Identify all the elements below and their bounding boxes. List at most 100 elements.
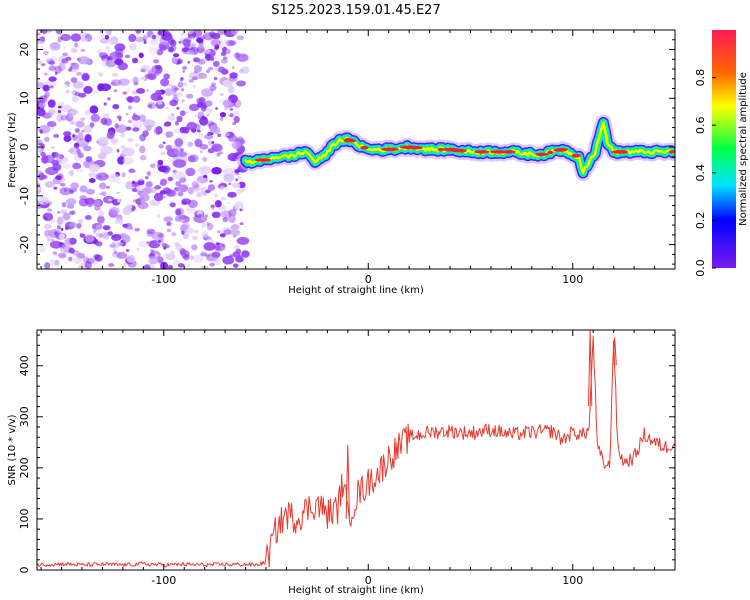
noise-speckle <box>83 145 92 152</box>
noise-speckle <box>74 42 79 48</box>
noise-speckle <box>178 40 182 44</box>
noise-speckle <box>112 247 117 252</box>
noise-speckle <box>80 143 85 148</box>
noise-speckle <box>78 198 89 207</box>
noise-speckle <box>81 129 85 133</box>
noise-speckle <box>161 243 168 248</box>
noise-speckle <box>172 53 180 58</box>
noise-speckle <box>157 239 161 244</box>
colorbar-tick-label: 0.2 <box>694 212 707 230</box>
noise-speckle <box>203 242 216 251</box>
noise-speckle <box>157 165 168 172</box>
noise-speckle <box>202 191 208 196</box>
noise-speckle <box>70 62 76 66</box>
noise-speckle <box>79 233 84 237</box>
noise-speckle <box>236 53 249 62</box>
noise-speckle <box>107 231 113 236</box>
noise-speckle <box>44 262 51 269</box>
noise-speckle <box>126 255 136 263</box>
noise-speckle <box>166 228 172 233</box>
noise-speckle <box>223 38 229 44</box>
noise-speckle <box>69 189 74 194</box>
noise-speckle <box>234 169 240 174</box>
noise-speckle <box>98 71 102 77</box>
noise-speckle <box>84 261 92 269</box>
noise-speckle <box>193 65 203 73</box>
noise-speckle <box>51 127 55 130</box>
noise-speckle <box>117 198 121 203</box>
noise-speckle <box>217 133 222 138</box>
noise-speckle <box>211 207 214 211</box>
noise-speckle <box>214 193 218 198</box>
noise-speckle <box>121 172 126 178</box>
noise-speckle <box>214 200 222 208</box>
noise-speckle <box>87 62 92 66</box>
noise-speckle <box>164 252 168 256</box>
noise-speckle <box>185 227 194 234</box>
noise-speckle <box>41 155 49 164</box>
noise-speckle <box>97 152 107 160</box>
noise-speckle <box>72 257 82 264</box>
noise-speckle <box>181 99 185 103</box>
noise-speckle <box>93 90 98 94</box>
noise-speckle <box>126 87 131 93</box>
noise-speckle <box>38 101 46 108</box>
noise-speckle <box>142 119 156 128</box>
noise-speckle <box>163 195 167 199</box>
noise-speckle <box>221 68 229 75</box>
noise-speckle <box>158 144 164 149</box>
noise-speckle <box>236 254 243 262</box>
noise-speckle <box>57 211 61 214</box>
noise-speckle <box>177 263 185 268</box>
noise-speckle <box>132 95 141 103</box>
noise-speckle <box>196 192 202 198</box>
noise-speckle <box>230 224 240 231</box>
noise-speckle <box>133 81 139 86</box>
noise-speckle <box>218 151 224 155</box>
noise-speckle <box>210 39 221 47</box>
noise-speckle <box>236 236 250 245</box>
noise-speckle <box>148 256 159 265</box>
noise-speckle <box>122 234 131 243</box>
noise-speckle <box>105 59 117 68</box>
top-x-axis-title: Height of straight line (km) <box>288 285 424 296</box>
noise-speckle <box>113 89 118 93</box>
noise-speckle <box>37 144 42 153</box>
noise-speckle <box>187 141 194 148</box>
noise-speckle <box>209 262 215 267</box>
y-tick-label: 400 <box>18 355 31 376</box>
noise-speckle <box>41 30 48 35</box>
noise-speckle <box>139 114 147 123</box>
noise-speckle <box>76 148 81 155</box>
noise-speckle <box>147 73 157 80</box>
noise-speckle <box>60 114 68 121</box>
noise-speckle <box>184 111 189 114</box>
top-y-ticks: -20 -10 0 10 20 <box>18 29 675 265</box>
noise-speckle <box>61 202 67 208</box>
noise-speckle <box>72 162 82 170</box>
noise-speckle <box>108 263 115 267</box>
noise-speckle <box>171 56 178 64</box>
noise-speckle <box>114 251 117 255</box>
noise-speckle <box>115 48 124 55</box>
noise-speckle <box>151 200 156 206</box>
noise-speckle <box>103 113 110 120</box>
noise-speckle <box>233 115 240 124</box>
noise-speckle <box>151 34 157 40</box>
noise-speckle <box>206 221 210 226</box>
noise-speckle <box>215 259 221 266</box>
noise-speckle <box>57 39 62 43</box>
noise-speckle <box>97 215 105 224</box>
noise-speckle <box>205 100 213 107</box>
noise-speckle <box>123 263 127 267</box>
noise-speckle <box>157 100 163 105</box>
bottom-x-axis-title: Height of straight line (km) <box>288 585 424 596</box>
noise-speckle <box>193 254 204 263</box>
noise-speckle <box>131 114 141 121</box>
noise-speckle <box>235 172 240 176</box>
noise-speckle <box>157 233 164 238</box>
noise-speckle <box>99 192 103 196</box>
noise-speckle <box>45 166 59 176</box>
noise-speckle <box>89 105 99 114</box>
